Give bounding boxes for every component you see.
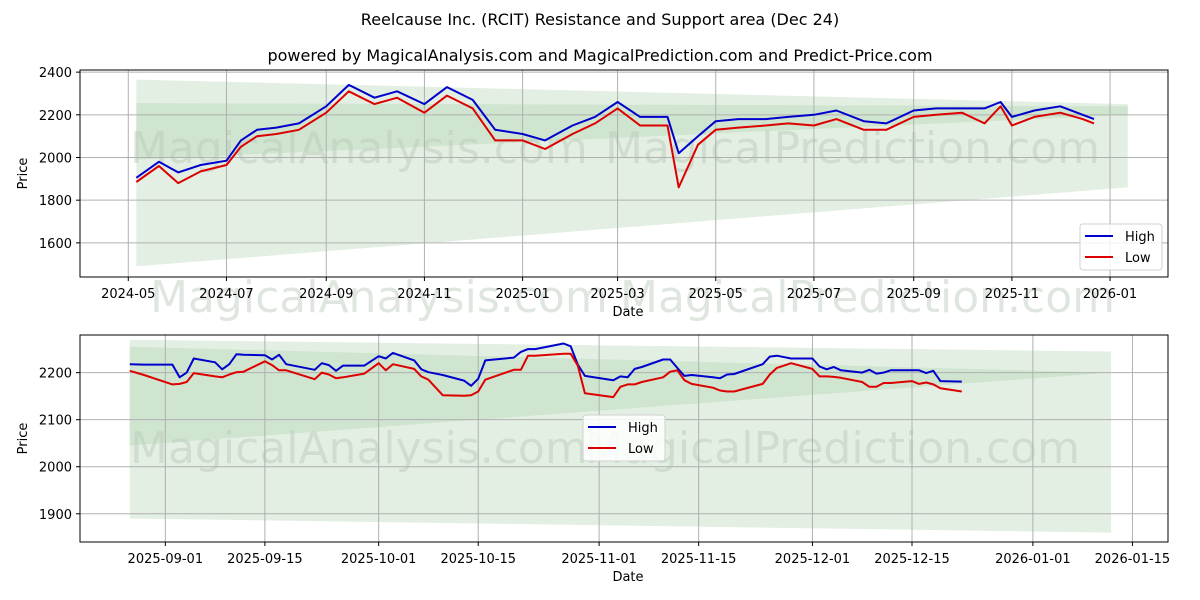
y-tick-label: 2400	[39, 66, 72, 81]
x-tick-label: 2025-11-01	[561, 552, 637, 567]
x-tick-label: 2025-03	[590, 287, 644, 302]
y-axis-label: Price	[16, 423, 31, 455]
x-axis-label: Date	[612, 570, 643, 585]
x-axis-label: Date	[612, 305, 643, 320]
watermark: MagicalAnalysis.com	[130, 423, 588, 474]
chart-panel-2: MagicalAnalysis.comMagicalPrediction.com…	[16, 334, 1171, 585]
legend-label-high: High	[628, 421, 658, 436]
x-tick-label: 2025-10-15	[440, 552, 516, 567]
x-tick-label: 2025-12-01	[775, 552, 851, 567]
x-tick-label: 2024-07	[199, 287, 253, 302]
watermark: MagicalPrediction.com	[585, 423, 1080, 474]
y-axis-label: Price	[16, 158, 31, 190]
y-tick-label: 2200	[39, 367, 72, 382]
series-line-high	[135, 83, 1095, 179]
legend-label-low: Low	[628, 442, 654, 457]
x-tick-label: 2025-11	[985, 287, 1039, 302]
series-line-high	[129, 342, 962, 387]
x-tick-label: 2025-05	[689, 287, 743, 302]
x-tick-label: 2025-09-15	[227, 552, 303, 567]
x-tick-label: 2024-05	[101, 287, 155, 302]
legend-label-high: High	[1125, 230, 1155, 245]
y-tick-label: 2000	[39, 461, 72, 476]
y-tick-label: 1900	[39, 508, 72, 523]
x-tick-label: 2025-09	[887, 287, 941, 302]
y-tick-label: 1600	[39, 237, 72, 252]
series-line-low	[135, 90, 1095, 189]
x-tick-label: 2025-10-01	[341, 552, 417, 567]
watermark: MagicalPrediction.com	[605, 123, 1100, 174]
y-tick-label: 2000	[39, 151, 72, 166]
y-tick-label: 2200	[39, 109, 72, 124]
x-tick-label: 2026-01	[1083, 287, 1137, 302]
x-tick-label: 2024-11	[397, 287, 451, 302]
x-tick-label: 2025-09-01	[128, 552, 204, 567]
x-tick-label: 2026-01-01	[995, 552, 1071, 567]
legend-label-low: Low	[1125, 251, 1151, 266]
x-tick-label: 2025-07	[787, 287, 841, 302]
x-tick-label: 2025-12-15	[874, 552, 950, 567]
chart-title: Reelcause Inc. (RCIT) Resistance and Sup…	[360, 10, 840, 29]
y-tick-label: 2100	[39, 414, 72, 429]
legend: High Low	[582, 414, 666, 462]
series-line-low	[129, 352, 962, 399]
axes-frame	[79, 334, 1169, 543]
chart-subtitle: powered by MagicalAnalysis.com and Magic…	[267, 46, 933, 65]
inner-band-area	[136, 103, 1128, 160]
axes-frame	[79, 69, 1169, 278]
y-tick-label: 1800	[39, 194, 72, 209]
x-tick-label: 2025-11-15	[661, 552, 737, 567]
x-tick-label: 2024-09	[299, 287, 353, 302]
legend: High Low	[1079, 223, 1163, 271]
x-tick-label: 2025-01	[495, 287, 549, 302]
x-tick-label: 2026-01-15	[1095, 552, 1171, 567]
chart-panel-1: MagicalAnalysis.com MagicalPrediction.com…	[16, 66, 1169, 323]
watermark: MagicalPrediction.com	[620, 272, 1115, 323]
